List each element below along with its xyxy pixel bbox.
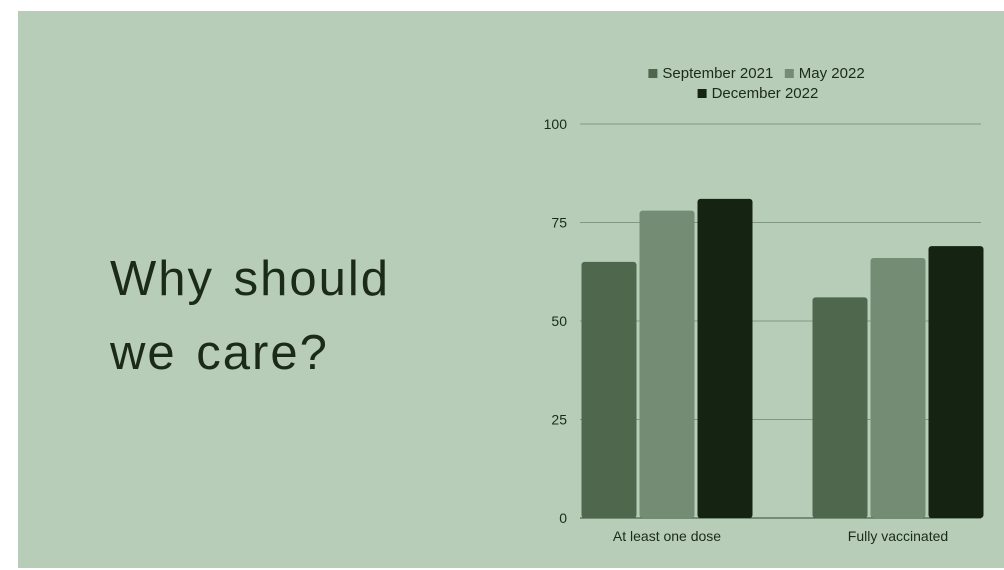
- title-line-2: we care?: [110, 325, 329, 380]
- y-tick-label: 0: [559, 510, 567, 526]
- y-tick-label: 50: [551, 313, 567, 329]
- bar: [870, 257, 926, 518]
- legend-swatch: [784, 69, 794, 78]
- y-tick-label: 100: [544, 116, 568, 132]
- title-line-1: Why should: [110, 252, 391, 306]
- vaccination-bar-chart: 0 25 50 75 100 At least one dose Fully vaccina…: [544, 65, 984, 544]
- x-category-label: Fully vaccinated: [848, 528, 948, 544]
- bar: [928, 246, 984, 518]
- slide-title: Why should we care?: [110, 243, 490, 390]
- legend-swatch: [697, 89, 707, 98]
- bar: [812, 297, 868, 518]
- legend-label: December 2022: [712, 85, 819, 102]
- bar: [581, 261, 637, 518]
- x-category-label: At least one dose: [613, 528, 721, 544]
- legend-label: May 2022: [799, 65, 865, 82]
- bar: [639, 210, 695, 518]
- slide: Why should we care? 0 25 50 75 100 At least o…: [18, 11, 1004, 568]
- y-tick-label: 25: [551, 412, 567, 428]
- bar: [697, 198, 753, 519]
- legend-swatch: [648, 69, 658, 78]
- legend-label: September 2021: [662, 65, 773, 82]
- y-tick-label: 75: [551, 215, 567, 231]
